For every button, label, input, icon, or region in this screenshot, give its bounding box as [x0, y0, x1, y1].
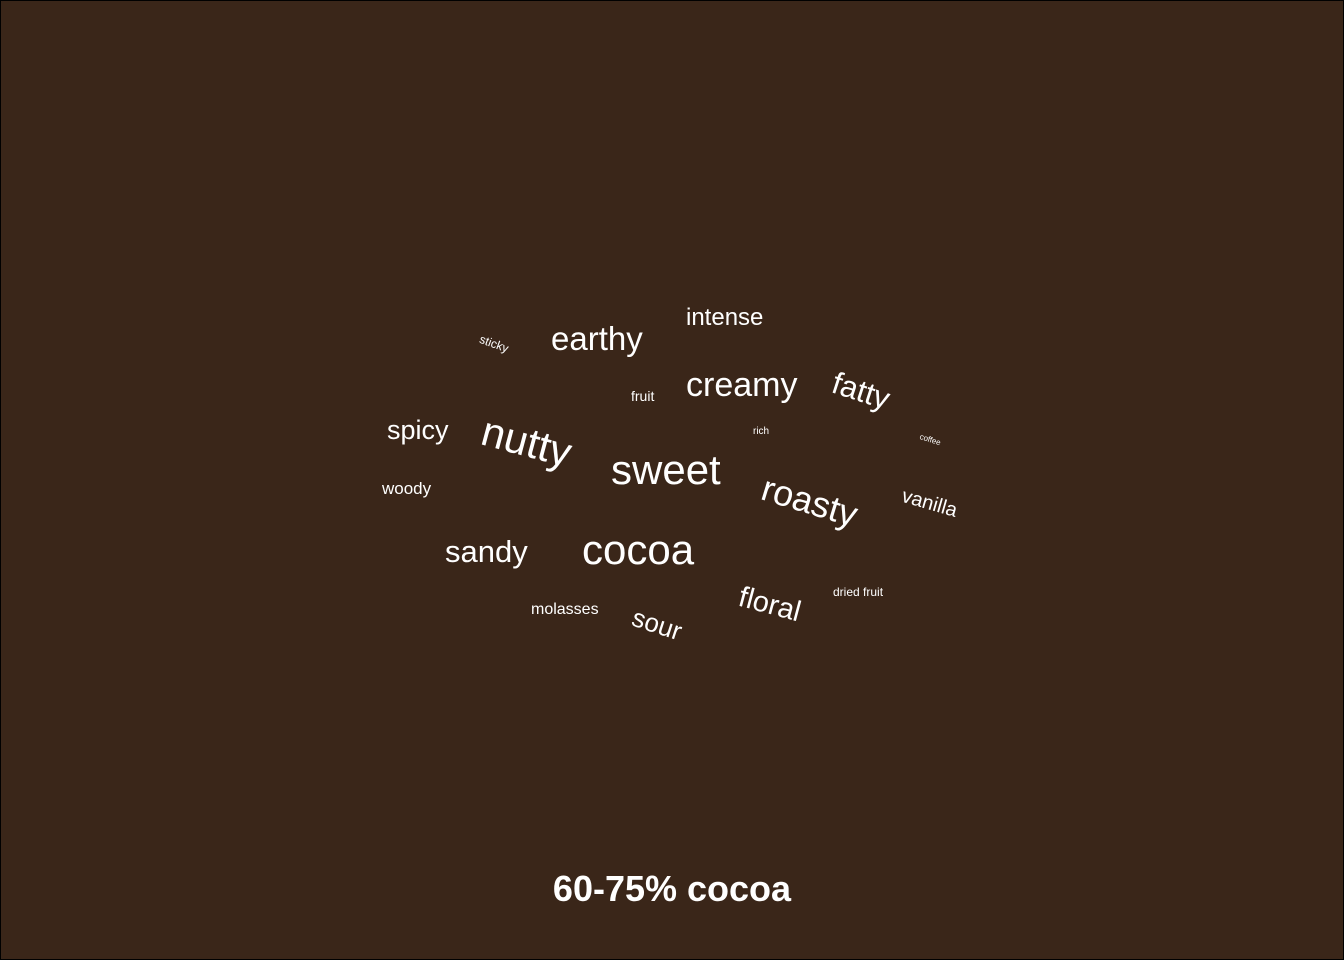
word-rich: rich [753, 426, 770, 437]
word-nutty: nutty [476, 407, 577, 477]
word-sticky: sticky [477, 332, 511, 356]
word-cocoa: cocoa [582, 526, 695, 573]
word-intense: intense [686, 304, 764, 331]
cloud-caption: 60-75% cocoa [552, 868, 792, 909]
word-woody: woody [382, 479, 432, 498]
word-sour: sour [628, 602, 686, 647]
word-fatty: fatty [827, 365, 895, 417]
word-earthy: earthy [551, 320, 643, 357]
word-molasses: molasses [531, 601, 599, 618]
word-creamy: creamy [686, 366, 798, 404]
word-sandy: sandy [445, 534, 528, 569]
word-vanilla: vanilla [899, 485, 960, 522]
word-coffee: coffee [918, 432, 942, 448]
word-spicy: spicy [387, 415, 449, 445]
word-roasty: roasty [756, 467, 863, 536]
word-fruit: fruit [631, 388, 655, 404]
word-floral: floral [735, 581, 805, 629]
word-sweet: sweet [611, 446, 721, 493]
word-dried-fruit: dried fruit [833, 585, 884, 599]
